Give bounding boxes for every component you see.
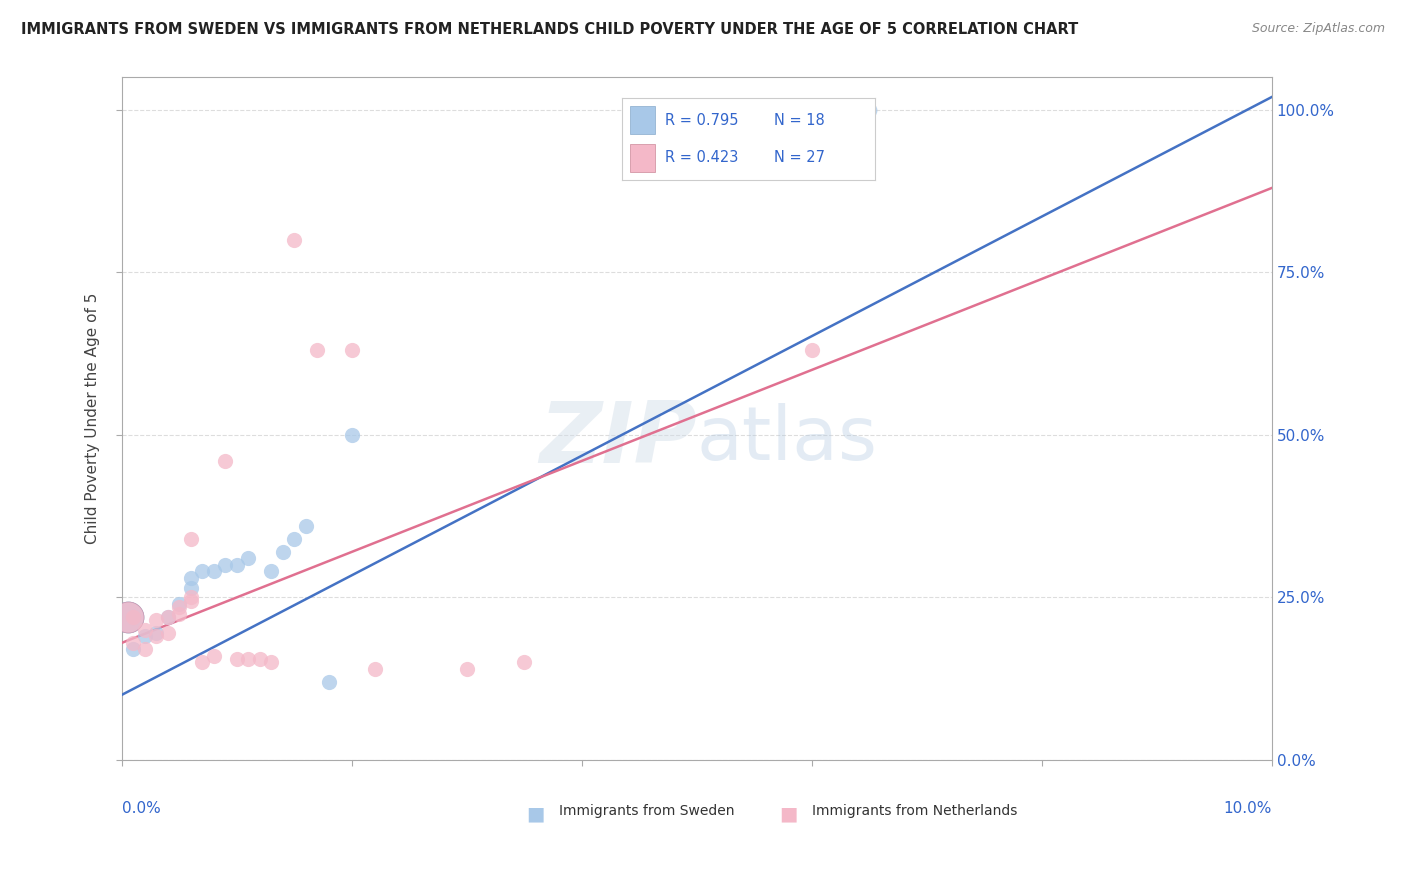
Point bbox=[169, 600, 191, 615]
Point bbox=[117, 610, 139, 624]
Y-axis label: Child Poverty Under the Age of 5: Child Poverty Under the Age of 5 bbox=[86, 293, 100, 544]
Text: Immigrants from Netherlands: Immigrants from Netherlands bbox=[811, 805, 1018, 818]
Point bbox=[145, 613, 167, 627]
Point bbox=[180, 591, 202, 605]
Point bbox=[169, 597, 191, 611]
Point bbox=[156, 610, 179, 624]
Point bbox=[180, 532, 202, 546]
Point bbox=[134, 642, 156, 657]
Text: IMMIGRANTS FROM SWEDEN VS IMMIGRANTS FROM NETHERLANDS CHILD POVERTY UNDER THE AG: IMMIGRANTS FROM SWEDEN VS IMMIGRANTS FRO… bbox=[21, 22, 1078, 37]
Text: ZIP: ZIP bbox=[540, 398, 697, 481]
Point bbox=[260, 565, 283, 579]
Point bbox=[134, 629, 156, 643]
Text: ■: ■ bbox=[780, 805, 799, 823]
Point bbox=[117, 610, 139, 624]
Point bbox=[191, 565, 214, 579]
Point bbox=[180, 581, 202, 595]
Point bbox=[271, 545, 294, 559]
Point bbox=[180, 593, 202, 607]
Point bbox=[283, 532, 305, 546]
Point bbox=[340, 428, 363, 442]
Point bbox=[191, 656, 214, 670]
Point bbox=[260, 656, 283, 670]
Point bbox=[340, 343, 363, 358]
Point bbox=[225, 652, 247, 666]
Text: Immigrants from Sweden: Immigrants from Sweden bbox=[558, 805, 734, 818]
Point bbox=[180, 571, 202, 585]
Text: Source: ZipAtlas.com: Source: ZipAtlas.com bbox=[1251, 22, 1385, 36]
Point bbox=[225, 558, 247, 572]
Point bbox=[295, 519, 318, 533]
Point bbox=[156, 610, 179, 624]
Text: 0.0%: 0.0% bbox=[122, 801, 160, 816]
Point bbox=[283, 233, 305, 247]
Point bbox=[318, 674, 340, 689]
Point bbox=[122, 636, 145, 650]
Point bbox=[214, 558, 236, 572]
Point bbox=[214, 454, 236, 468]
Point bbox=[145, 629, 167, 643]
Point bbox=[800, 343, 823, 358]
Point bbox=[249, 652, 271, 666]
Point bbox=[238, 551, 260, 566]
Point bbox=[145, 626, 167, 640]
Text: 10.0%: 10.0% bbox=[1223, 801, 1272, 816]
Point bbox=[202, 648, 225, 663]
Point bbox=[122, 642, 145, 657]
Text: atlas: atlas bbox=[697, 402, 877, 475]
Point bbox=[858, 103, 880, 117]
Point bbox=[456, 662, 478, 676]
Point bbox=[202, 565, 225, 579]
Point bbox=[238, 652, 260, 666]
Point bbox=[134, 623, 156, 637]
Point bbox=[156, 626, 179, 640]
Point bbox=[307, 343, 329, 358]
Point bbox=[513, 656, 536, 670]
Text: ■: ■ bbox=[527, 805, 546, 823]
Point bbox=[122, 610, 145, 624]
Point bbox=[169, 607, 191, 621]
Point bbox=[364, 662, 387, 676]
